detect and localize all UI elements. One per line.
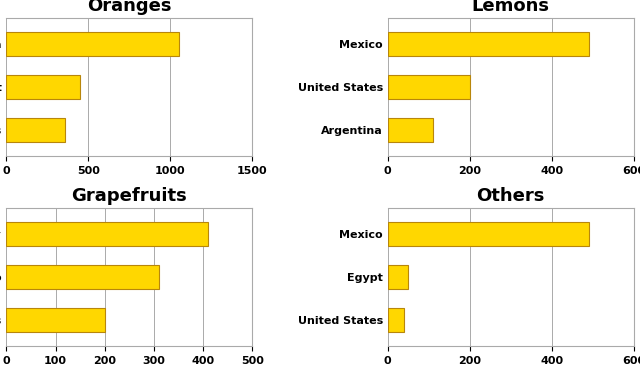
- Bar: [388, 222, 589, 246]
- Bar: [388, 265, 408, 289]
- Bar: [388, 32, 589, 56]
- Title: Lemons: Lemons: [472, 0, 550, 15]
- Bar: [6, 265, 159, 289]
- Bar: [388, 118, 433, 142]
- Bar: [388, 308, 404, 332]
- Bar: [6, 75, 80, 99]
- Bar: [388, 75, 470, 99]
- Bar: [6, 118, 65, 142]
- Title: Grapefruits: Grapefruits: [72, 187, 188, 205]
- Title: Oranges: Oranges: [87, 0, 172, 15]
- Bar: [6, 308, 105, 332]
- Bar: [6, 32, 179, 56]
- Title: Others: Others: [476, 187, 545, 205]
- Bar: [6, 222, 208, 246]
